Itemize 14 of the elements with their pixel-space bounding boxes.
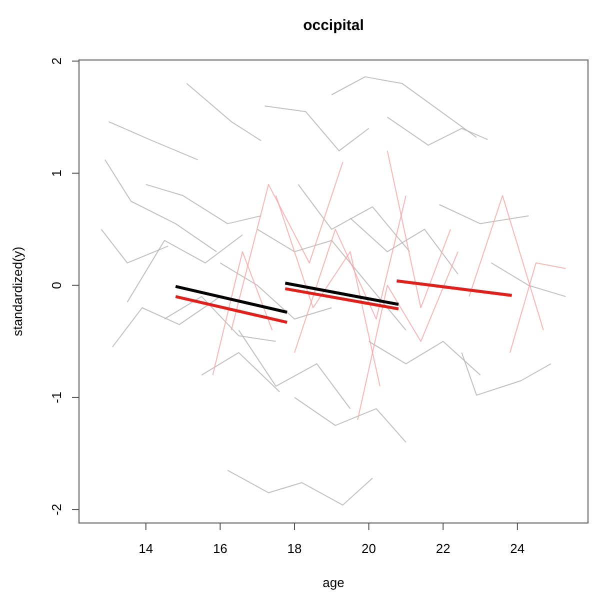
y-tick-label: 2 [49,58,64,65]
x-tick-label: 20 [362,541,376,556]
x-tick-label: 22 [436,541,450,556]
y-tick-label: -1 [49,392,64,404]
chart-title: occipital [303,17,364,34]
y-tick-label: 1 [49,170,64,177]
y-axis-title: standardized(y) [10,246,25,336]
x-tick-label: 24 [510,541,525,556]
x-tick-label: 18 [287,541,302,556]
x-tick-label: 16 [212,541,228,556]
x-tick-label: 14 [138,541,154,556]
y-tick-label: 0 [49,282,64,289]
x-axis-title: age [322,575,344,590]
y-tick-label: -2 [49,504,64,516]
